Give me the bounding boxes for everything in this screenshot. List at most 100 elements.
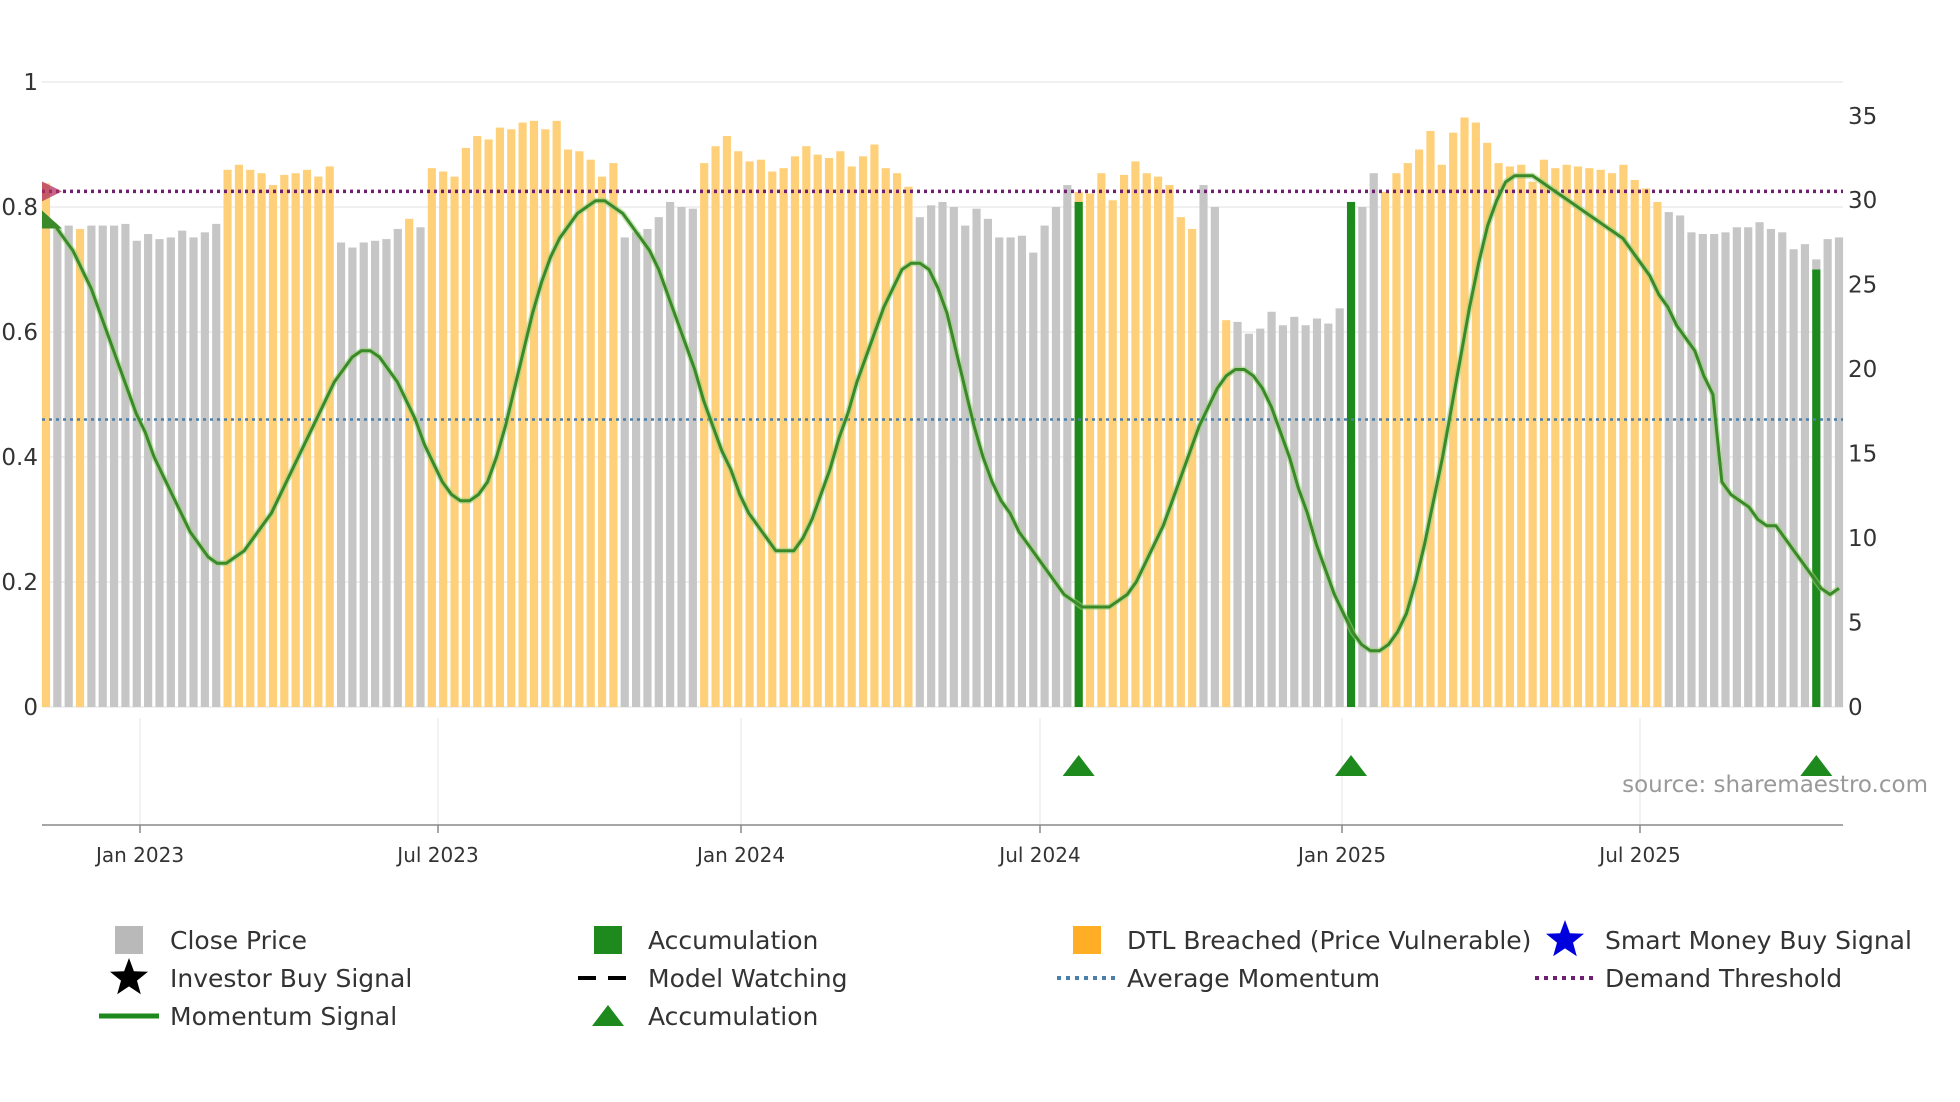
close-price-bar (1063, 185, 1072, 708)
right-tick-label: 30 (1848, 188, 1877, 214)
close-price-bar (961, 225, 970, 707)
dtl-breached-bar (802, 146, 811, 707)
close-price-bar (972, 208, 981, 707)
right-tick-label: 10 (1848, 526, 1877, 552)
accumulation-bar (1346, 201, 1356, 707)
dtl-breached-bar (405, 218, 414, 707)
dtl-breached-bar (257, 173, 266, 708)
dtl-breached-bar (1641, 188, 1651, 707)
close-price-bar (1006, 237, 1015, 708)
dtl-breached-bar (768, 171, 777, 707)
close-price-bar (1789, 249, 1798, 707)
close-price-bar (121, 223, 130, 707)
dtl-breached-bar (1119, 174, 1129, 708)
close-price-bar (1369, 173, 1378, 708)
dtl-breached-bar (756, 159, 766, 707)
close-price-bar (1312, 318, 1322, 707)
close-price-bar (1721, 232, 1730, 708)
x-tick-label: Jan 2025 (1296, 843, 1386, 867)
dtl-breached-bar (1551, 168, 1560, 707)
close-price-bar (1800, 244, 1810, 707)
dtl-breached-bar (847, 166, 856, 707)
dtl-breached-bar (1562, 164, 1571, 707)
dtl-breached-bar (790, 156, 800, 707)
close-price-bar (927, 205, 936, 708)
close-price-bar (1244, 333, 1253, 707)
right-tick-label: 25 (1848, 273, 1877, 299)
close-price-bar (1256, 328, 1265, 707)
legend-label-accumulation: Accumulation (648, 1002, 818, 1031)
close-price-bar (359, 242, 368, 708)
close-price-bar (110, 225, 119, 707)
left-tick-label: 0 (23, 695, 38, 721)
close-price-bar (53, 228, 62, 707)
dtl-breached-bar (473, 136, 482, 707)
dtl-breached-bar (541, 129, 550, 707)
close-price-bar (1744, 227, 1753, 707)
dtl-breached-bar (1460, 117, 1469, 708)
left-tick-label: 0.8 (1, 195, 38, 221)
x-tick-label: Jan 2024 (695, 843, 785, 867)
close-price-bar (1755, 222, 1764, 707)
close-price-bar (416, 227, 425, 707)
accumulation-markers (42, 181, 1833, 776)
close-price-bar (166, 237, 175, 708)
close-price-bar (938, 201, 947, 707)
dtl-breached-bar (734, 151, 743, 707)
close-price-bar (212, 223, 221, 707)
close-price-bar (949, 207, 958, 707)
dtl-breached-bar (870, 144, 879, 707)
close-price-bar (1210, 207, 1219, 707)
dtl-breached-bar (552, 120, 561, 708)
close-price-bar (1766, 228, 1775, 707)
close-price-bar (1698, 234, 1707, 707)
dtl-breached-bar (1392, 173, 1401, 708)
dtl-breached-bar (1471, 122, 1480, 708)
legend-label-model-watching: Model Watching (648, 964, 848, 993)
legend-swatch-close-price (115, 926, 143, 954)
dtl-breached-bar (1188, 228, 1197, 707)
close-price-bar (1040, 225, 1049, 707)
dtl-breached-bar (881, 168, 890, 707)
start-signal-marker (42, 181, 62, 202)
dtl-breached-bar (1108, 200, 1117, 708)
close-price-bar (189, 237, 198, 708)
x-tick-label: Jan 2023 (94, 843, 184, 867)
dtl-breached-bar (1607, 173, 1617, 708)
legend-swatch-accumulation (594, 926, 622, 954)
accumulation-triangle (1335, 755, 1368, 776)
dtl-breached-bar (234, 164, 244, 707)
dtl-breached-bar (904, 186, 913, 707)
close-price-bar (1710, 234, 1719, 707)
close-price-bar (393, 228, 402, 707)
close-price-bar (1732, 227, 1741, 707)
dtl-breached-bar (1085, 193, 1095, 708)
dtl-breached-bar (700, 163, 709, 708)
signal-lines (42, 172, 1843, 654)
close-price-bar (677, 207, 686, 707)
close-price-bar (200, 232, 209, 708)
dtl-breached-bar (280, 174, 289, 708)
dtl-breached-bar (893, 173, 902, 708)
close-price-bar (1233, 321, 1242, 707)
dtl-breached-bar (291, 173, 300, 708)
dtl-breached-bar (575, 151, 584, 707)
legend-label-accumulation: Accumulation (648, 926, 818, 955)
dtl-breached-bar (745, 161, 754, 707)
dtl-breached-bar (461, 147, 470, 708)
dtl-breached-bar (246, 169, 255, 708)
x-tick-label: Jul 2024 (997, 843, 1080, 867)
dtl-breached-bar (1539, 159, 1549, 707)
legend-label-dtl-breached-price-vulnerable: DTL Breached (Price Vulnerable) (1127, 926, 1531, 955)
close-price-bar (643, 228, 652, 707)
dtl-breached-bar (223, 169, 232, 708)
close-price-bar (666, 201, 675, 707)
close-price-bar (132, 240, 141, 707)
dtl-breached-bar (41, 183, 51, 708)
dtl-breached-bar (563, 149, 573, 707)
dtl-breached-bar (609, 163, 618, 708)
dtl-breached-bar (1585, 168, 1594, 707)
dtl-breached-bar (1380, 191, 1390, 707)
